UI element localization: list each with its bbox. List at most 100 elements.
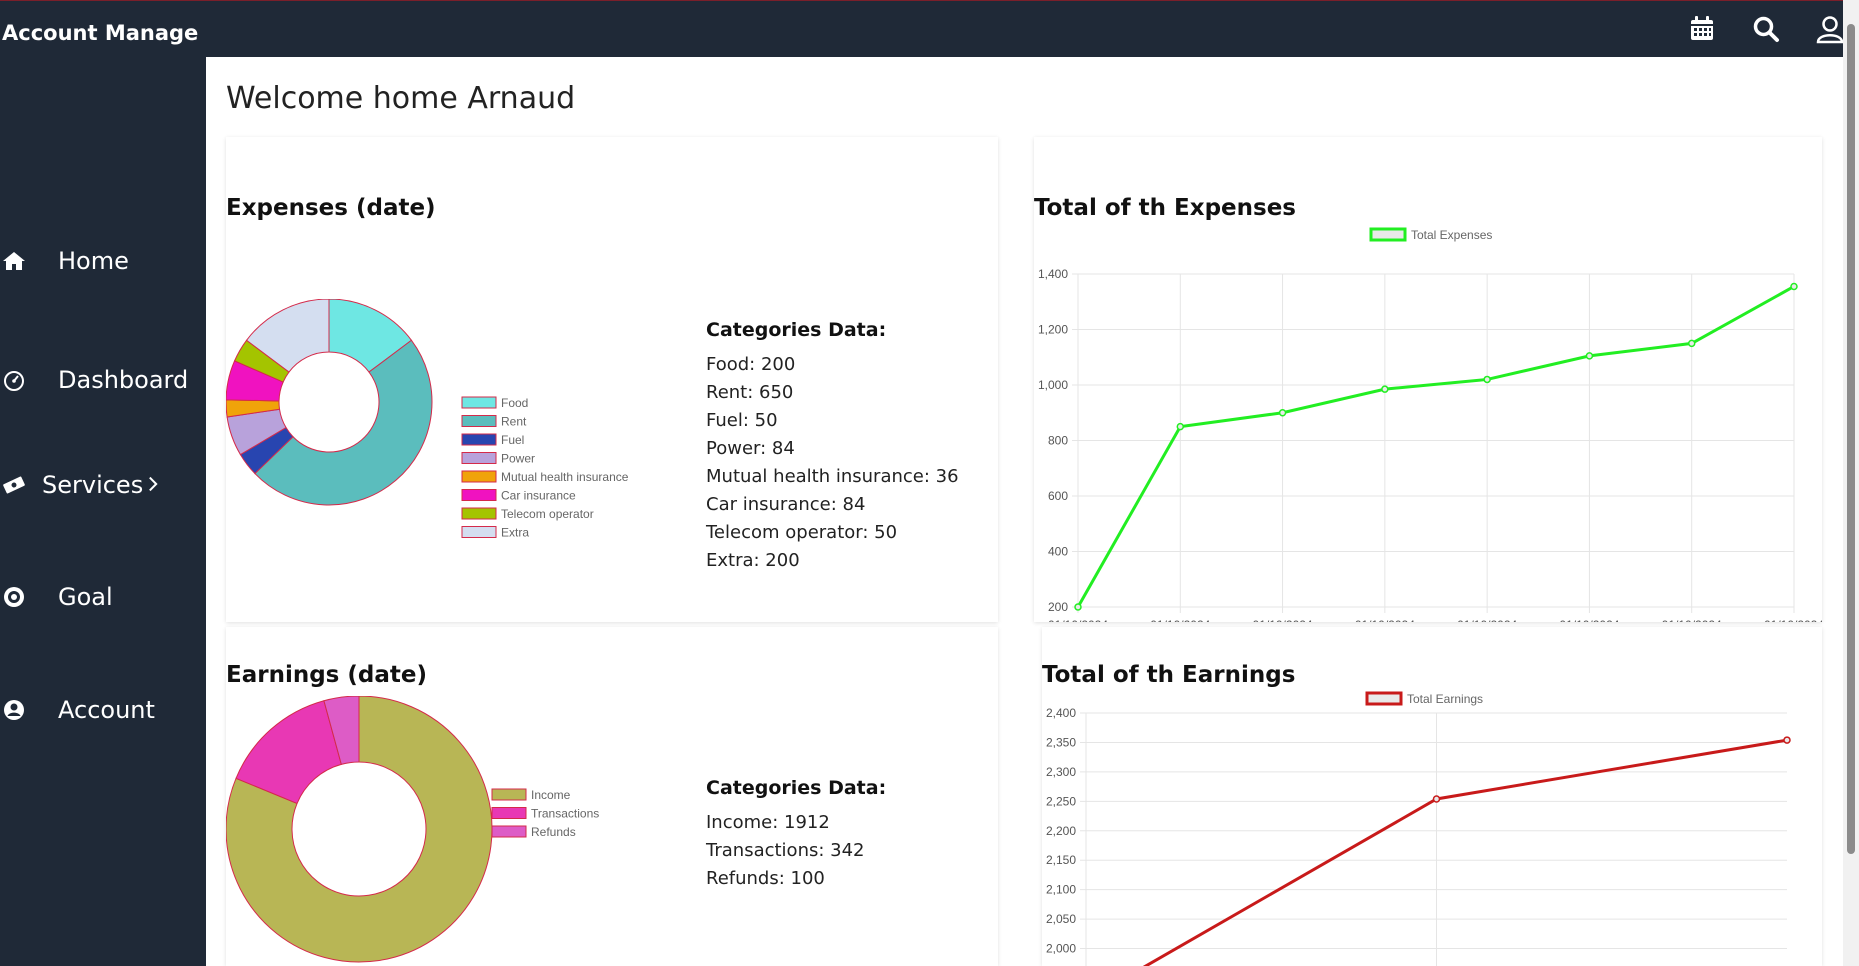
legend-label: Rent <box>501 415 527 429</box>
x-tick-label: 01/10/2024 <box>1559 618 1619 622</box>
sidebar-item-services[interactable]: Services <box>0 461 206 511</box>
x-tick-label: 01/10/2024 <box>1150 618 1210 622</box>
sidebar-item-goal[interactable]: Goal <box>0 573 206 623</box>
data-point <box>1783 736 1791 744</box>
main-content: Welcome home Arnaud Expenses (date) Food… <box>206 57 1843 966</box>
app-title: Account Manage <box>2 21 199 45</box>
donut-slice-extra <box>245 299 330 373</box>
sidebar-item-label: Goal <box>58 583 113 611</box>
legend-label: Power <box>501 452 535 466</box>
expenses-title: Expenses (date) <box>226 195 436 221</box>
data-point <box>1483 375 1491 384</box>
list-item: Telecom operator: 50 <box>706 522 898 543</box>
legend-label: Car insurance <box>501 489 576 503</box>
legend-label: Telecom operator <box>501 507 594 521</box>
x-tick-label: 01/10/2024 <box>1457 618 1517 622</box>
legend-swatch <box>491 825 527 838</box>
top-bar: Account Manage <box>0 0 1859 57</box>
data-point <box>1432 795 1441 803</box>
y-tick-label: 200 <box>1048 600 1068 614</box>
expenses-categories-list: Food: 200 Rent: 650 Fuel: 50 Power: 84 M… <box>706 351 959 575</box>
legend-swatch <box>491 788 527 801</box>
legend-swatch <box>461 526 497 538</box>
legend-swatch <box>1365 691 1403 706</box>
list-item: Rent: 650 <box>706 382 794 403</box>
x-tick-label: 01/10/2024 <box>1764 618 1822 622</box>
account-icon <box>4 700 24 720</box>
list-item: Refunds: 100 <box>706 868 825 889</box>
expenses-categories-title: Categories Data: <box>706 319 887 341</box>
legend-swatch <box>461 507 497 520</box>
earnings-categories-list: Income: 1912 Transactions: 342 Refunds: … <box>706 809 865 893</box>
legend-swatch <box>461 396 497 409</box>
expenses-total-line-chart: Total Expenses 200 400 600 800 1,000 1,200 1,40… <box>1038 227 1822 622</box>
list-item: Food: 200 <box>706 354 796 375</box>
y-tick-label: 2,300 <box>1046 765 1076 779</box>
legend-swatch <box>461 433 497 446</box>
donut-slice-rent <box>254 339 433 506</box>
data-point <box>1074 603 1082 611</box>
data-point <box>1176 422 1185 431</box>
sidebar-item-dashboard[interactable]: Dashboard <box>0 356 206 406</box>
user-icon[interactable] <box>1815 14 1845 44</box>
data-point <box>1381 385 1389 393</box>
sidebar-item-label: Home <box>58 247 129 275</box>
earnings-categories-title: Categories Data: <box>706 777 887 799</box>
legend-label: Refunds <box>531 825 576 839</box>
donut-slice-refunds <box>323 696 360 765</box>
data-point <box>1790 282 1798 291</box>
legend-label: Total Earnings <box>1407 692 1483 706</box>
y-tick-label: 2,400 <box>1046 706 1076 720</box>
search-icon[interactable] <box>1751 14 1781 44</box>
sidebar-item-label: Services <box>42 471 144 499</box>
y-tick-label: 2,200 <box>1046 824 1076 838</box>
y-tick-label: 1,000 <box>1038 378 1068 392</box>
home-icon <box>3 252 25 270</box>
legend-swatch <box>461 489 497 501</box>
donut-slice-income <box>226 696 493 963</box>
x-tick-label: 01/10/2024 <box>1662 618 1722 622</box>
series-line <box>1076 285 1795 608</box>
sidebar-item-account[interactable]: Account <box>0 686 206 736</box>
sidebar-item-label: Account <box>58 696 155 724</box>
list-item: Fuel: 50 <box>706 410 778 431</box>
page-scrollbar[interactable] <box>1843 0 1859 966</box>
y-tick-label: 2,250 <box>1046 794 1076 808</box>
data-point <box>1585 352 1594 360</box>
legend-label: Income <box>531 788 571 802</box>
data-point <box>1687 339 1696 348</box>
y-tick-label: 2,000 <box>1046 942 1076 956</box>
list-item: Power: 84 <box>706 438 795 459</box>
earnings-total-card: Total of th Earnings Total Earnings1,950… <box>1042 627 1822 966</box>
sidebar-item-label: Dashboard <box>58 366 189 394</box>
legend-swatch <box>461 470 497 483</box>
expenses-donut-chart: Food Rent Fuel Power Mutual health insurance… <box>226 299 629 540</box>
x-tick-label: 01/10/2024 <box>1048 618 1108 622</box>
earnings-card: Earnings (date) Income Transactions Refund… <box>226 627 998 966</box>
legend-label: Food <box>501 396 528 410</box>
scrollbar-thumb[interactable] <box>1847 24 1855 854</box>
dashboard-icon <box>4 371 24 391</box>
list-item: Mutual health insurance: 36 <box>706 466 959 487</box>
sidebar-item-home[interactable]: Home <box>0 237 206 287</box>
legend-label: Mutual health insurance <box>501 470 629 484</box>
money-icon <box>3 476 25 494</box>
y-tick-label: 1,400 <box>1038 267 1068 281</box>
calendar-icon[interactable] <box>1687 14 1717 44</box>
legend-label: Extra <box>501 526 529 540</box>
y-tick-label: 2,100 <box>1046 883 1076 897</box>
expenses-total-title: Total of th Expenses <box>1034 195 1296 221</box>
earnings-total-title: Total of th Earnings <box>1042 662 1296 688</box>
y-tick-label: 2,350 <box>1046 735 1076 749</box>
list-item: Transactions: 342 <box>706 840 865 861</box>
legend-label: Transactions <box>531 807 599 821</box>
x-tick-label: 01/10/2024 <box>1355 618 1415 622</box>
legend-label: Total Expenses <box>1411 228 1492 242</box>
expenses-card: Expenses (date) Food Rent Fuel Power Mutual … <box>226 137 998 622</box>
y-tick-label: 800 <box>1048 434 1068 448</box>
earnings-title: Earnings (date) <box>226 662 427 688</box>
y-tick-label: 600 <box>1048 489 1068 503</box>
earnings-donut-chart: Income Transactions Refunds <box>226 696 599 963</box>
list-item: Income: 1912 <box>706 812 830 833</box>
legend-swatch <box>461 452 497 464</box>
